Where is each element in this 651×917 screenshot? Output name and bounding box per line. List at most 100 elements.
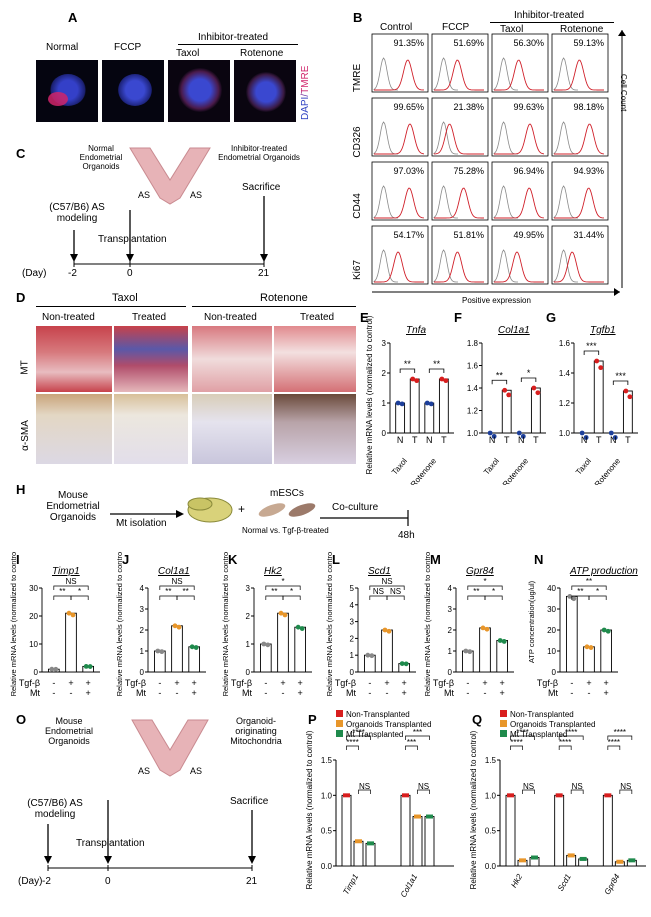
b-sample-curve	[494, 187, 545, 219]
b-plot-box	[491, 161, 549, 221]
a-image-rotenone	[234, 60, 296, 122]
sig-bracket	[467, 595, 486, 600]
treat-mark: -	[588, 688, 591, 698]
gene-label: Timp1	[341, 873, 360, 897]
b-plot-box	[431, 161, 489, 221]
sig-label: *	[492, 587, 495, 596]
sig-label: ****	[565, 728, 577, 737]
sig-label: NS	[523, 782, 534, 791]
data-point	[176, 624, 182, 630]
group-label: Taxol	[482, 456, 501, 476]
d-img-mt-1	[36, 326, 112, 392]
q-ylabel: Relative mRNA levels (normalized to cont…	[469, 730, 478, 889]
data-point	[616, 859, 624, 864]
panel-o: Mouse Endometrial Organoids Organoid-ori…	[18, 710, 310, 910]
panel-d: Taxol Rotenone Non-treated Treated Non-t…	[20, 290, 360, 470]
treat-row-label: Tgf-β	[19, 678, 40, 688]
tick-label: 1.6	[559, 339, 571, 348]
b-control-curve	[553, 249, 579, 283]
gene-title: Tnfa	[406, 325, 426, 336]
treat-mark: -	[176, 688, 179, 698]
sig-label: ****	[516, 728, 528, 737]
group-label: Rotenone	[501, 456, 531, 485]
sig-label: NS	[65, 577, 76, 586]
treat-mark: -	[368, 688, 371, 698]
tick-label: 0	[448, 668, 453, 677]
sig-bracket	[159, 595, 178, 600]
data-point	[507, 793, 514, 798]
tick-label: 1.0	[321, 791, 333, 800]
tick-label: 0	[350, 668, 355, 677]
panel-label-f: F	[454, 310, 462, 325]
h-source: Mouse Endometrial Organoids	[46, 490, 100, 523]
tick-label: 40	[547, 584, 556, 593]
treat-mark: +	[192, 688, 197, 698]
tick-label: 0.0	[485, 862, 497, 871]
a-label-rotenone: Rotenone	[240, 48, 284, 59]
b-sample-curve	[553, 251, 604, 283]
sig-label: NS	[171, 577, 182, 586]
data-point	[355, 839, 362, 844]
o-day-1: -2	[42, 876, 51, 887]
x-tick-label: N	[610, 435, 617, 445]
data-point	[484, 626, 490, 632]
panel-label-h: H	[16, 482, 26, 497]
tick-label: 1.2	[467, 407, 479, 416]
data-point	[49, 666, 55, 672]
data-point	[402, 793, 409, 798]
b-y-arrowhead	[618, 30, 626, 36]
bar	[400, 794, 411, 867]
legend-label: Non-Transplanted	[510, 710, 574, 719]
tick-label: 3	[140, 605, 145, 614]
treat-mark: -	[158, 688, 161, 698]
b-percent: 96.94%	[513, 166, 544, 176]
x-tick-label: N	[426, 435, 433, 445]
b-row-3: Ki67	[352, 260, 363, 280]
sig-bracket	[265, 585, 301, 590]
h-time: 48h	[398, 530, 415, 541]
treat-row-label: Mt	[444, 688, 454, 698]
tick-label: 1.6	[467, 362, 479, 371]
b-percent: 97.03%	[393, 166, 424, 176]
bar	[188, 646, 201, 673]
b-plot-box	[491, 225, 549, 285]
bar	[505, 794, 516, 867]
data-point	[295, 624, 301, 630]
data-point	[519, 858, 526, 863]
b-flow-histograms: TMRE 91.35% 51.69% 56.30% 59.13% CD326 99.65% 2…	[352, 30, 626, 296]
data-point	[601, 627, 607, 633]
x-tick-label: T	[504, 435, 510, 445]
d-col-4: Treated	[300, 312, 335, 323]
b-col-rotenone: Rotenone	[560, 24, 604, 35]
b-plot-box	[551, 225, 609, 285]
a-label-taxol: Taxol	[176, 48, 200, 59]
sig-label: *	[290, 587, 293, 596]
bar	[565, 595, 578, 673]
b-sample-curve	[494, 59, 544, 91]
data-point	[584, 644, 590, 650]
bar	[424, 402, 435, 434]
efg-ylabel: Relative mRNA levels (normalized to cont…	[365, 315, 374, 474]
x-tick-label: T	[441, 435, 447, 445]
a-label-normal: Normal	[46, 42, 79, 53]
tick-label: 1	[350, 651, 355, 660]
sig-bracket	[176, 595, 195, 600]
tick-label: 3	[448, 605, 453, 614]
b-sample-curve	[374, 251, 424, 283]
tick-label: 30	[547, 605, 556, 614]
treat-mark: -	[368, 678, 371, 688]
b-percent: 49.95%	[513, 230, 544, 240]
b-percent: 31.44%	[573, 230, 604, 240]
o-model: (C57/B6) AS modeling	[27, 798, 83, 820]
panel-label-e: E	[360, 310, 369, 325]
b-plot-box	[371, 225, 429, 285]
o-as-left: AS	[138, 766, 151, 776]
h-cell-icon-2	[288, 503, 316, 517]
sig-label: ***	[615, 371, 626, 381]
data-point	[172, 623, 178, 629]
b-plot-box	[431, 97, 489, 157]
data-point	[193, 645, 199, 650]
ylabel: Relative mRNA levels (normalized to cont…	[221, 552, 230, 696]
h-plus: +	[238, 502, 246, 516]
o-as-right: AS	[190, 766, 203, 776]
